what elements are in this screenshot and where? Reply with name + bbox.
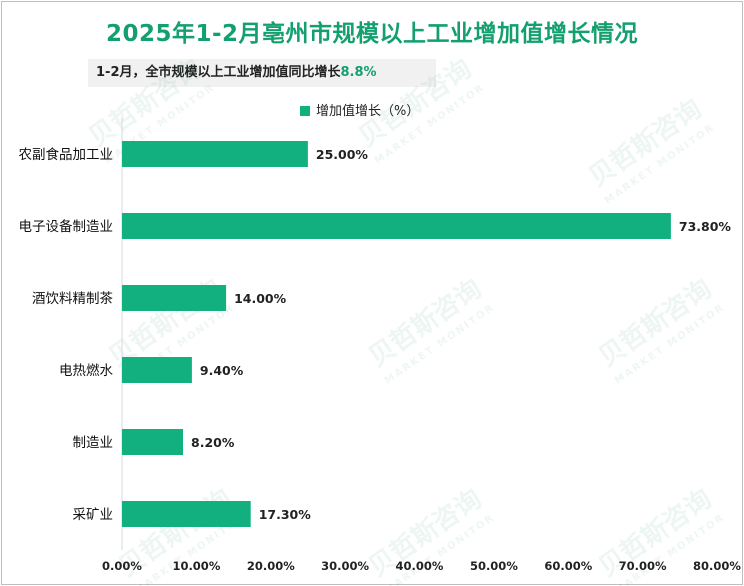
x-tick-label: 0.00%: [102, 559, 142, 573]
data-label: 9.40%: [200, 363, 244, 378]
legend-label: 增加值增长（%）: [316, 104, 420, 119]
data-label: 14.00%: [234, 291, 287, 306]
legend-swatch: [300, 106, 310, 116]
category-label: 电热燃水: [59, 362, 113, 379]
bar: [122, 141, 308, 167]
x-tick-label: 70.00%: [619, 559, 667, 573]
data-label: 17.30%: [259, 507, 312, 522]
data-label: 25.00%: [316, 147, 369, 162]
category-label: 农副食品加工业: [19, 146, 114, 163]
bar: [122, 285, 227, 311]
x-tick-label: 30.00%: [321, 559, 369, 573]
x-tick-label: 80.00%: [693, 559, 741, 573]
category-label: 电子设备制造业: [19, 218, 114, 235]
data-label: 8.20%: [191, 435, 235, 450]
subtitle-highlight: 8.8%: [340, 65, 377, 80]
subtitle-text: 1-2月，全市规模以上工业增加值同比增长: [96, 65, 341, 80]
category-label: 酒饮料精制茶: [32, 291, 113, 307]
bar: [122, 429, 183, 455]
data-label: 73.80%: [679, 219, 732, 234]
bar: [122, 357, 192, 383]
legend: 增加值增长（%）: [300, 103, 419, 121]
bar: [122, 501, 251, 527]
x-tick-label: 40.00%: [396, 559, 444, 573]
x-tick-labels: 0.00% 10.00% 20.00% 30.00% 40.00% 50.00% 60.00…: [102, 559, 741, 573]
data-labels: 25.00% 73.80% 14.00% 9.40% 8.20% 17.30%: [191, 147, 731, 522]
x-tick-label: 10.00%: [172, 559, 220, 573]
x-tick-label: 60.00%: [544, 559, 592, 573]
bars: [122, 141, 671, 527]
bar: [122, 213, 671, 239]
chart-title: 2025年1-2月亳州市规模以上工业增加值增长情况: [105, 21, 639, 47]
plot-area: 25.00% 73.80% 14.00% 9.40% 8.20% 17.30% 农副食品加…: [19, 118, 741, 573]
x-tick-label: 50.00%: [470, 559, 518, 573]
subtitle-box: 1-2月，全市规模以上工业增加值同比增长8.8%: [88, 59, 436, 87]
category-label: 制造业: [73, 435, 114, 451]
x-tick-label: 20.00%: [247, 559, 295, 573]
category-label: 采矿业: [73, 507, 114, 523]
